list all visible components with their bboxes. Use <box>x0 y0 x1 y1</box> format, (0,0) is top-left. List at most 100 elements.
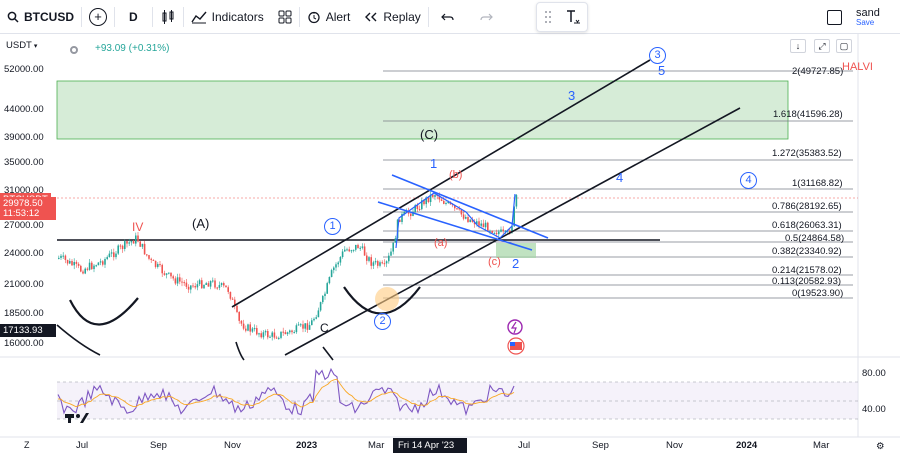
chart-settings-button[interactable]: ▢ <box>836 39 852 53</box>
fib-label: 0.786(28192.65) <box>772 201 842 212</box>
candle <box>315 317 317 319</box>
candle <box>115 253 117 258</box>
x-tick: Sep <box>592 440 609 451</box>
indicators-button[interactable]: Indicators <box>184 0 271 34</box>
candle <box>234 299 236 306</box>
interval-button[interactable]: D <box>115 0 152 34</box>
undo-button[interactable] <box>429 0 467 34</box>
currency-selector[interactable]: USDT ▾ <box>6 40 37 51</box>
rsi-tick: 80.00 <box>862 368 886 379</box>
redo-icon <box>480 13 493 20</box>
candle <box>66 259 69 264</box>
candle <box>502 229 504 231</box>
candle <box>498 231 500 235</box>
candle <box>493 232 496 234</box>
compare-symbol-button[interactable]: + <box>82 0 114 34</box>
settings-gear-icon[interactable]: ⚙ <box>876 441 885 452</box>
candle <box>236 305 238 313</box>
text-tool-icon[interactable] <box>565 9 581 25</box>
candle <box>460 209 463 215</box>
candle <box>443 200 445 204</box>
price-chart[interactable] <box>0 34 900 453</box>
candle <box>511 226 513 233</box>
candle <box>432 194 434 197</box>
x-tick: 2023 <box>296 440 318 451</box>
candle <box>300 324 302 326</box>
candle <box>361 246 364 248</box>
candle <box>139 241 141 247</box>
highlight-circle <box>375 287 399 311</box>
collapse-button[interactable]: ↓ <box>790 39 806 53</box>
maximize-button[interactable]: ⤢ <box>814 39 830 53</box>
candle <box>482 223 485 228</box>
divider <box>81 6 82 27</box>
replay-label: Replay <box>383 9 421 24</box>
visibility-eye-icon[interactable] <box>70 46 78 54</box>
drag-handle-icon[interactable] <box>544 10 552 24</box>
candle <box>183 282 185 284</box>
candle <box>495 232 498 235</box>
candle <box>421 200 423 210</box>
candle <box>212 280 214 282</box>
indicators-icon <box>191 11 207 23</box>
candle <box>86 268 89 270</box>
candle <box>128 242 130 244</box>
candle <box>293 332 295 334</box>
candle <box>71 261 73 266</box>
candle <box>95 265 97 267</box>
candle <box>159 264 161 266</box>
alert-button[interactable]: Alert <box>300 0 358 34</box>
zoom-icon[interactable]: Z <box>24 440 30 450</box>
candle <box>328 276 331 284</box>
candle <box>91 262 93 270</box>
top-toolbar: BTCUSD + D Indicators Alert Replay <box>0 0 900 34</box>
redo-button[interactable] <box>467 0 505 34</box>
candle <box>278 337 280 339</box>
grid-icon <box>278 10 292 23</box>
candle <box>357 244 359 249</box>
candle <box>192 285 194 287</box>
event-icon[interactable] <box>507 319 523 335</box>
candle <box>491 230 493 233</box>
chart-type-button[interactable] <box>153 0 183 34</box>
wedge-lines[interactable] <box>377 174 549 251</box>
candle <box>187 286 190 290</box>
bottom-line-3 <box>322 346 334 361</box>
tradingview-logo-icon <box>65 413 89 423</box>
y-tick: 35000.00 <box>4 157 44 168</box>
y-tick: 39000.00 <box>4 132 44 143</box>
candle <box>478 221 480 226</box>
candle <box>253 328 256 330</box>
candle <box>124 241 126 250</box>
small-green-box <box>496 243 536 258</box>
candle <box>462 214 465 219</box>
templates-button[interactable] <box>271 0 299 34</box>
candle <box>440 199 443 201</box>
candle <box>58 257 60 259</box>
symbol-search[interactable]: BTCUSD <box>0 0 81 34</box>
candle <box>165 273 168 275</box>
trend-channel[interactable] <box>231 59 741 356</box>
candle <box>326 283 328 294</box>
x-tick: Nov <box>666 440 683 451</box>
candle <box>425 197 427 205</box>
y-tick: 18500.00 <box>4 308 44 319</box>
candle <box>513 206 515 227</box>
candle <box>209 281 212 287</box>
layout-checkbox[interactable] <box>827 9 842 25</box>
fib-label: 0.5(24864.58) <box>785 233 845 244</box>
search-icon <box>7 11 19 23</box>
candle <box>64 255 67 260</box>
candle <box>216 287 218 289</box>
candle <box>445 202 447 204</box>
x-tick: Mar <box>368 440 385 451</box>
user-menu[interactable]: sand Save <box>856 7 892 28</box>
candle <box>350 250 353 252</box>
candle <box>473 221 476 225</box>
candle <box>280 331 282 338</box>
candle <box>73 261 75 266</box>
candle <box>286 332 289 335</box>
candle <box>401 213 403 222</box>
replay-button[interactable]: Replay <box>357 0 427 34</box>
fib-label: 0.214(21578.02) <box>772 265 842 276</box>
